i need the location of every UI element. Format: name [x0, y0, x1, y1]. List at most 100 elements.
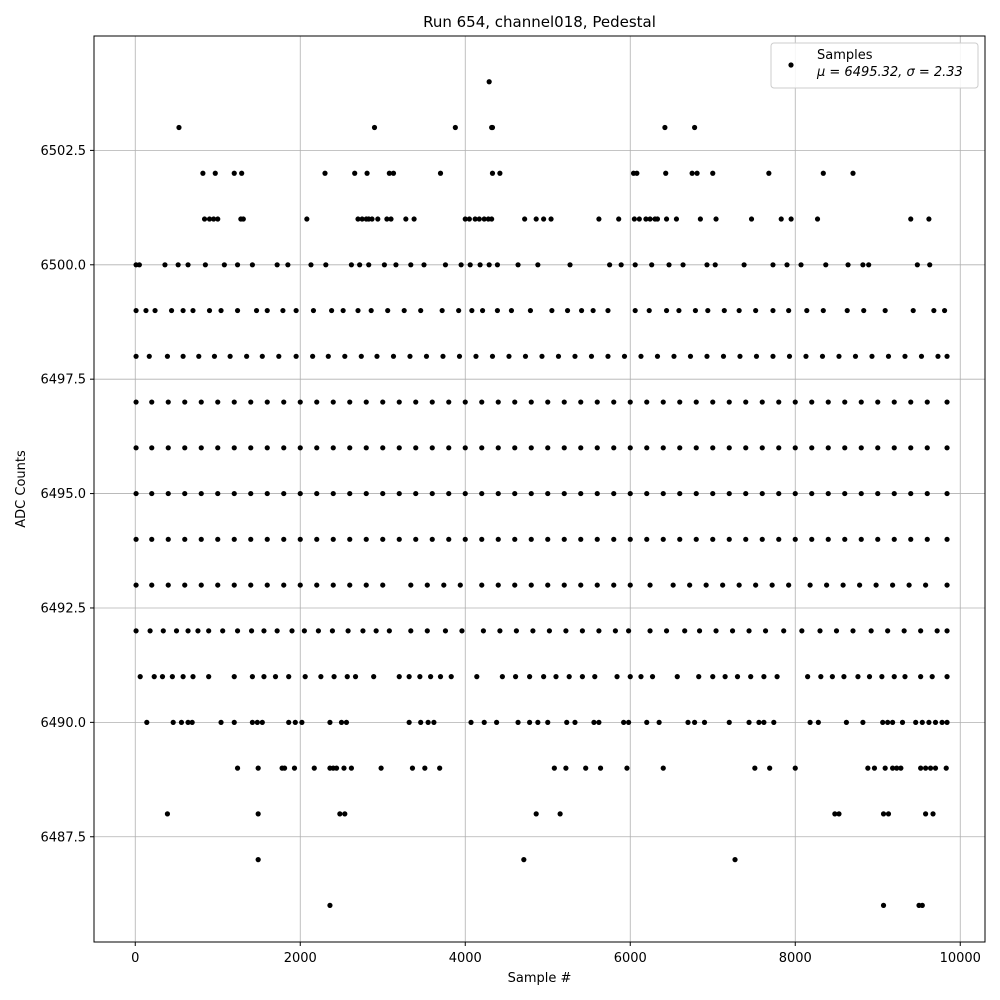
data-point: [413, 399, 419, 405]
data-point: [528, 399, 534, 405]
data-point: [611, 490, 617, 497]
data-point: [297, 445, 303, 451]
data-point: [710, 490, 716, 497]
data-point: [149, 399, 155, 405]
data-point: [406, 674, 412, 680]
data-point: [944, 445, 950, 451]
data-point: [929, 674, 935, 680]
data-point: [770, 307, 776, 314]
data-point: [627, 399, 633, 405]
data-point: [352, 674, 359, 680]
data-point: [494, 719, 500, 725]
data-point: [494, 262, 501, 268]
data-point: [533, 811, 539, 817]
data-point: [255, 765, 261, 771]
data-point: [908, 490, 914, 497]
data-point: [381, 262, 387, 268]
data-point: [842, 536, 848, 542]
data-point: [676, 307, 682, 314]
data-point: [809, 490, 815, 497]
data-point: [173, 628, 180, 634]
data-point: [206, 216, 213, 222]
data-point: [879, 674, 885, 680]
data-point: [308, 262, 314, 268]
data-point: [697, 216, 703, 222]
data-point: [597, 765, 604, 771]
data-point: [264, 399, 270, 405]
data-point: [411, 216, 417, 222]
data-point: [380, 399, 386, 405]
data-point: [662, 124, 668, 131]
data-point: [149, 582, 155, 588]
data-point: [527, 719, 533, 725]
data-point: [249, 719, 255, 725]
data-point: [479, 582, 485, 588]
data-point: [726, 445, 732, 451]
data-point: [182, 536, 188, 542]
legend-stats: μ = 6495.32, σ = 2.33: [816, 65, 963, 80]
data-point: [818, 674, 824, 680]
data-point: [456, 353, 463, 359]
data-point: [403, 216, 409, 222]
data-point: [479, 445, 485, 451]
data-point: [331, 674, 337, 680]
data-point: [264, 307, 270, 314]
data-point: [815, 719, 821, 725]
data-point: [333, 765, 340, 771]
data-point: [314, 399, 320, 405]
data-point: [477, 262, 483, 268]
data-point: [302, 674, 308, 680]
data-point: [240, 216, 246, 222]
data-point: [255, 857, 261, 863]
data-point: [561, 445, 567, 451]
data-point: [462, 399, 468, 405]
data-point: [264, 536, 270, 542]
data-point: [202, 262, 208, 268]
data-point: [836, 353, 842, 359]
data-point: [898, 765, 904, 771]
data-point: [654, 216, 661, 222]
data-point: [786, 307, 792, 314]
data-point: [133, 490, 139, 497]
data-point: [649, 674, 656, 680]
data-point: [211, 353, 218, 359]
data-point: [437, 674, 444, 680]
data-point: [408, 582, 414, 588]
data-point: [891, 536, 897, 542]
data-point: [545, 399, 551, 405]
data-point: [638, 674, 644, 680]
data-point: [347, 490, 353, 497]
data-point: [329, 307, 335, 314]
data-point: [689, 170, 695, 176]
ticks-layer: 0 2000 4000 6000 8000 10000 6487.5 6490.0 6492.5…: [41, 144, 981, 966]
data-point: [440, 353, 446, 359]
data-point: [345, 628, 351, 634]
data-point: [522, 216, 528, 222]
data-point: [182, 582, 188, 588]
data-point: [289, 628, 295, 634]
data-point: [261, 674, 267, 680]
data-point: [133, 582, 139, 588]
data-point: [746, 628, 752, 634]
data-point: [555, 353, 562, 359]
data-point: [497, 628, 503, 634]
data-point: [578, 399, 584, 405]
data-point: [880, 902, 887, 908]
data-point: [231, 170, 237, 176]
y-axis-label: ADC Counts: [14, 450, 29, 528]
data-point: [206, 674, 212, 680]
data-point: [607, 262, 613, 268]
data-point: [748, 674, 754, 680]
data-point: [563, 628, 569, 634]
data-point: [314, 445, 320, 451]
data-point: [930, 811, 936, 817]
data-point: [160, 628, 166, 634]
data-point: [594, 582, 600, 588]
data-point: [710, 170, 716, 176]
data-point: [944, 353, 950, 359]
data-point: [315, 628, 321, 634]
data-point: [239, 170, 245, 176]
data-point: [842, 490, 848, 497]
data-point: [663, 628, 670, 634]
data-point: [323, 262, 329, 268]
